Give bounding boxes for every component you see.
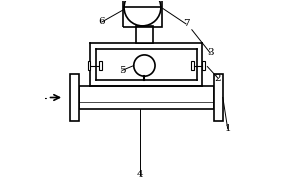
Bar — [99, 61, 102, 70]
Bar — [79, 86, 214, 109]
Circle shape — [124, 0, 161, 26]
Text: 2: 2 — [215, 74, 221, 83]
Text: 5: 5 — [119, 66, 125, 75]
Bar — [191, 61, 194, 70]
Text: 1: 1 — [224, 124, 231, 133]
Text: 4: 4 — [136, 170, 143, 179]
Bar — [123, 0, 162, 27]
Bar — [214, 74, 223, 121]
Bar — [202, 61, 205, 70]
Text: 3: 3 — [207, 49, 214, 58]
Text: 6: 6 — [98, 18, 105, 27]
Circle shape — [134, 55, 155, 76]
Bar — [70, 74, 79, 121]
Text: 7: 7 — [183, 20, 189, 28]
Bar — [136, 26, 153, 43]
Bar — [88, 61, 90, 70]
